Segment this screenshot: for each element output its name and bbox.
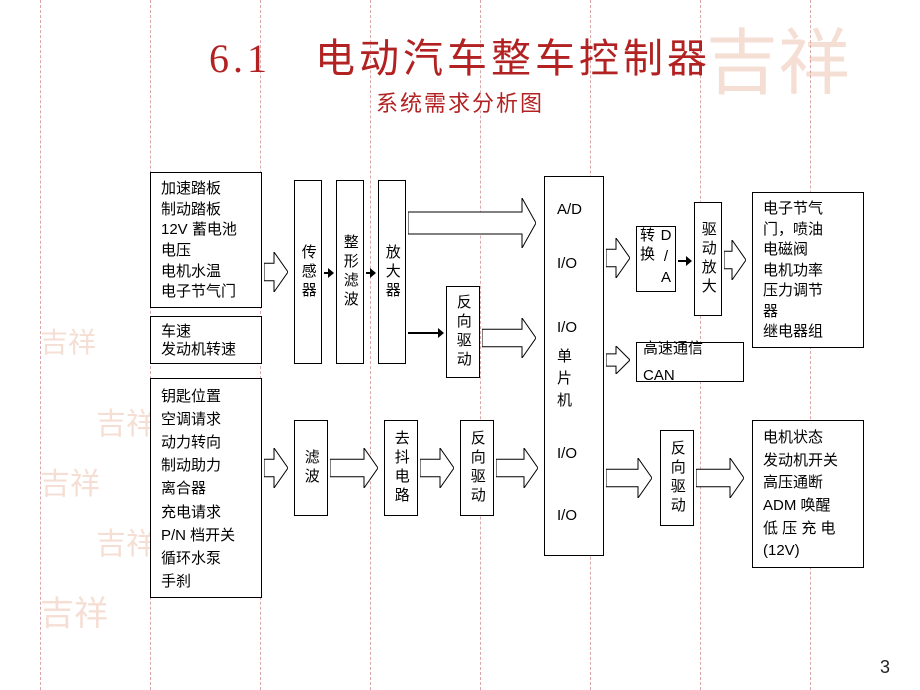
mcu: A/D I/O I/O 单片机 I/O I/O [544,176,604,556]
arrow [408,198,536,248]
amp: 放大器 [378,180,406,364]
outputs-top-item: 继电器组 [763,322,853,343]
outputs-bottom-item: (12V) [763,540,853,563]
inputs-bottom-item: 动力转向 [161,431,251,454]
arrow-small [366,268,376,278]
outputs-bottom: 电机状态发动机开关高压通断ADM 唤醒低 压 充 电(12V) [752,420,864,568]
inputs-mid-item: 发动机转速 [161,341,251,359]
arrow [482,318,536,358]
watermark: 吉祥 [40,330,96,358]
da: D/A转换 [636,226,676,292]
hscan: 高速通信 CAN [636,342,744,382]
outputs-top-item: 电磁阀 [763,240,853,261]
inputs-bottom-item: 制动助力 [161,454,251,477]
arrow [496,448,538,488]
arrow [606,458,652,498]
outputs-top-item: 门，喷油 [763,220,853,241]
inputs-top-item: 制动踏板 [161,200,251,221]
arrow-small [678,256,692,266]
inputs-top-item: 电机水温 [161,262,251,283]
arrow [420,448,454,488]
title: 6.1 电动汽车整车控制器系统需求分析图 [0,26,920,118]
mcu-label: 单 [557,345,572,366]
inputs-top-item: 电子节气门 [161,282,251,303]
arrow [606,346,630,374]
inputs-bottom-item: 离合器 [161,477,251,500]
inputs-top-item: 加速踏板 [161,179,251,200]
arrow [606,238,630,278]
outputs-top-item: 电子节气 [763,199,853,220]
arrow [330,448,378,488]
inputs-bottom-item: 空调请求 [161,408,251,431]
title-sub: 系统需求分析图 [0,86,920,118]
mcu-label: 片 [557,367,572,388]
inputs-bottom-item: 手刹 [161,570,251,593]
watermark: 吉祥 [40,598,108,632]
mcu-label: 机 [557,389,572,410]
mcu-label: I/O [557,255,577,272]
watermark: 吉祥 [40,470,100,500]
outputs-bottom-item: 发动机开关 [763,450,853,473]
outputs-bottom-item: ADM 唤醒 [763,495,853,518]
revdrv2: 反向驱动 [460,420,494,516]
mcu-label: A/D [557,201,582,218]
inputs-bottom-item: 充电请求 [161,501,251,524]
arrow-small [408,328,444,338]
outputs-top-item: 器 [763,302,853,323]
shaping: 整形滤波 [336,180,364,364]
arrow [264,448,288,488]
outputs-bottom-item: 低 压 充 电 [763,518,853,541]
drvamp: 驱动放大 [694,202,722,316]
inputs-mid: 车速发动机转速 [150,316,262,364]
mcu-label: I/O [557,319,577,336]
inputs-top-item: 12V 蓄电池 [161,220,251,241]
outputs-bottom-item: 高压通断 [763,472,853,495]
title-main: 6.1 电动汽车整车控制器 [0,26,920,84]
arrow [696,458,744,498]
inputs-bottom-item: P/N 档开关 [161,524,251,547]
sensor: 传感器 [294,180,322,364]
mcu-label: I/O [557,445,577,462]
outputs-top-item: 电机功率 [763,261,853,282]
inputs-top: 加速踏板制动踏板12V 蓄电池电压电机水温电子节气门 [150,172,262,308]
debounce: 去抖电路 [384,420,418,516]
arrow [724,240,746,280]
filter: 滤波 [294,420,328,516]
outputs-top-item: 压力调节 [763,281,853,302]
revdrv1: 反向驱动 [446,286,480,378]
inputs-top-item: 电压 [161,241,251,262]
outputs-bottom-item: 电机状态 [763,427,853,450]
inputs-mid-item: 车速 [161,323,251,341]
revdrv3: 反向驱动 [660,430,694,526]
watermark: 吉祥 [96,530,156,560]
outputs-top: 电子节气门，喷油电磁阀电机功率压力调节器继电器组 [752,192,864,348]
watermark: 吉祥 [96,410,156,440]
inputs-bottom-item: 循环水泵 [161,547,251,570]
inputs-bottom-item: 钥匙位置 [161,385,251,408]
arrow [264,252,288,292]
arrow-small [324,268,334,278]
inputs-bottom: 钥匙位置空调请求动力转向制动助力离合器充电请求P/N 档开关循环水泵手刹 [150,378,262,598]
mcu-label: I/O [557,507,577,524]
page-number: 3 [880,657,890,678]
